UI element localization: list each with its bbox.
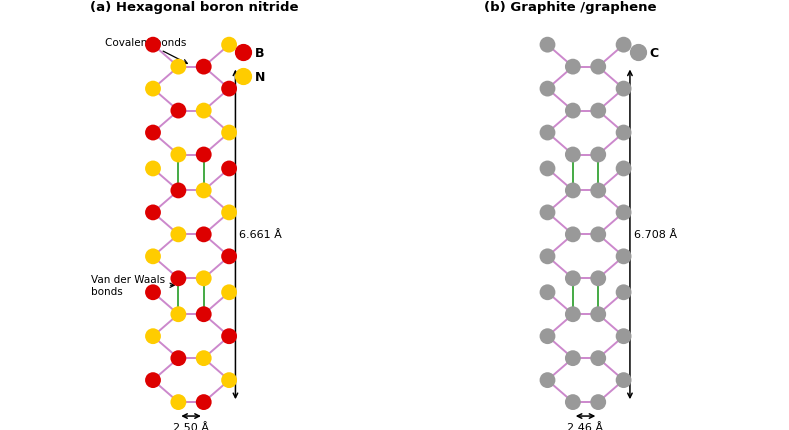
Text: N: N — [255, 71, 265, 84]
Point — [147, 130, 159, 137]
Point — [222, 86, 235, 93]
Point — [592, 275, 604, 282]
Point — [541, 130, 554, 137]
Point — [197, 399, 210, 405]
Point — [197, 231, 210, 238]
Point — [222, 253, 235, 260]
Point — [617, 86, 630, 93]
Point — [592, 108, 604, 115]
Point — [147, 86, 159, 93]
Point — [567, 152, 579, 159]
Point — [197, 152, 210, 159]
Point — [617, 333, 630, 340]
Point — [237, 74, 249, 81]
Point — [147, 209, 159, 216]
Point — [541, 333, 554, 340]
Point — [197, 311, 210, 318]
Point — [617, 42, 630, 49]
Point — [172, 64, 185, 71]
Text: Covalent bonds: Covalent bonds — [105, 38, 187, 64]
Point — [592, 187, 604, 194]
Point — [567, 399, 579, 405]
Point — [541, 253, 554, 260]
Point — [567, 187, 579, 194]
Point — [172, 108, 185, 115]
Point — [147, 333, 159, 340]
Point — [172, 187, 185, 194]
Point — [222, 333, 235, 340]
Point — [567, 355, 579, 362]
Point — [197, 187, 210, 194]
Point — [541, 289, 554, 296]
Point — [617, 166, 630, 172]
Point — [147, 253, 159, 260]
Point — [222, 289, 235, 296]
Text: 2.46 Å: 2.46 Å — [567, 422, 604, 430]
Point — [617, 289, 630, 296]
Point — [197, 64, 210, 71]
Text: (b) Graphite /graphene: (b) Graphite /graphene — [484, 1, 656, 14]
Point — [222, 42, 235, 49]
Point — [222, 377, 235, 384]
Point — [197, 275, 210, 282]
Point — [147, 289, 159, 296]
Point — [222, 166, 235, 172]
Point — [172, 275, 185, 282]
Point — [237, 50, 249, 57]
Point — [541, 42, 554, 49]
Point — [592, 231, 604, 238]
Point — [541, 166, 554, 172]
Point — [567, 275, 579, 282]
Point — [222, 130, 235, 137]
Text: 6.708 Å: 6.708 Å — [634, 230, 677, 240]
Point — [567, 311, 579, 318]
Text: C: C — [649, 47, 658, 60]
Point — [567, 64, 579, 71]
Point — [172, 399, 185, 405]
Point — [172, 355, 185, 362]
Point — [592, 311, 604, 318]
Point — [592, 399, 604, 405]
Text: (a) Hexagonal boron nitride: (a) Hexagonal boron nitride — [90, 1, 298, 14]
Point — [617, 209, 630, 216]
Point — [617, 253, 630, 260]
Point — [541, 377, 554, 384]
Point — [147, 42, 159, 49]
Point — [592, 152, 604, 159]
Point — [592, 355, 604, 362]
Point — [147, 166, 159, 172]
Text: 6.661 Å: 6.661 Å — [239, 230, 282, 240]
Point — [147, 377, 159, 384]
Point — [172, 231, 185, 238]
Point — [172, 311, 185, 318]
Point — [222, 209, 235, 216]
Point — [567, 231, 579, 238]
Point — [541, 86, 554, 93]
Text: 2.50 Å: 2.50 Å — [173, 422, 209, 430]
Point — [631, 50, 644, 57]
Point — [617, 130, 630, 137]
Point — [172, 152, 185, 159]
Point — [567, 108, 579, 115]
Point — [541, 209, 554, 216]
Point — [617, 377, 630, 384]
Text: Van der Waals
bonds: Van der Waals bonds — [91, 275, 174, 296]
Text: B: B — [255, 47, 264, 60]
Point — [592, 64, 604, 71]
Point — [197, 355, 210, 362]
Point — [197, 108, 210, 115]
